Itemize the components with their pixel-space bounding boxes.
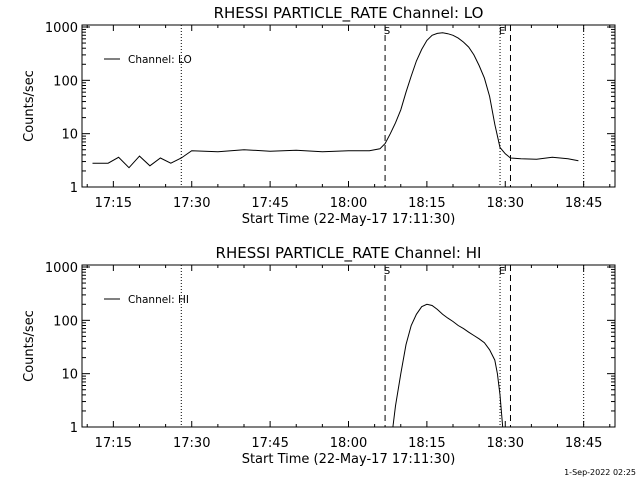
series-line	[92, 32, 579, 169]
x-tick-label: 17:30	[173, 196, 210, 211]
x-tick-label: 18:15	[408, 196, 445, 211]
x-tick-label: 18:00	[330, 196, 367, 211]
y-tick-label: 10	[61, 368, 78, 383]
marker-label: S	[384, 266, 390, 277]
x-tick-label: 18:45	[565, 196, 602, 211]
x-tick-label: 17:15	[95, 196, 132, 211]
x-tick-label: 18:45	[565, 436, 602, 451]
marker-label: E	[499, 266, 505, 277]
series-line	[392, 303, 504, 428]
x-axis-label: Start Time (22-May-17 17:11:30)	[242, 452, 456, 467]
y-tick-label: 1	[70, 421, 78, 436]
x-tick-label: 17:30	[173, 436, 210, 451]
legend-label: Channel: LO	[128, 54, 192, 66]
x-tick-label: 17:45	[251, 436, 288, 451]
x-tick-label: 17:45	[251, 196, 288, 211]
y-axis-label: Counts/sec	[22, 70, 37, 142]
marker-label: E	[499, 26, 505, 37]
chart-title: RHESSI PARTICLE_RATE Channel: HI	[216, 244, 482, 263]
y-tick-label: 1000	[45, 21, 78, 36]
y-tick-label: 1000	[45, 261, 78, 276]
footer-date: 1-Sep-2022 02:25	[564, 468, 636, 477]
x-tick-label: 18:30	[487, 436, 524, 451]
chart-title: RHESSI PARTICLE_RATE Channel: LO	[214, 4, 484, 23]
plot-frame	[81, 24, 616, 188]
y-tick-label: 100	[53, 74, 78, 89]
plot-frame	[81, 264, 616, 428]
x-tick-label: 18:30	[487, 196, 524, 211]
panel-lo: RHESSI PARTICLE_RATE Channel: LO 17:15 17:…	[22, 4, 616, 227]
x-axis-label: Start Time (22-May-17 17:11:30)	[242, 212, 456, 227]
legend-label: Channel: HI	[128, 294, 189, 306]
y-tick-label: 1	[70, 181, 78, 196]
panel-hi: RHESSI PARTICLE_RATE Channel: HI 17:15 17:…	[22, 244, 616, 467]
y-axis-label: Counts/sec	[22, 310, 37, 382]
y-tick-label: 100	[53, 314, 78, 329]
x-tick-label: 17:15	[95, 436, 132, 451]
x-tick-label: 18:15	[408, 436, 445, 451]
marker-label: S	[384, 26, 390, 37]
y-tick-label: 10	[61, 128, 78, 143]
x-tick-label: 18:00	[330, 436, 367, 451]
